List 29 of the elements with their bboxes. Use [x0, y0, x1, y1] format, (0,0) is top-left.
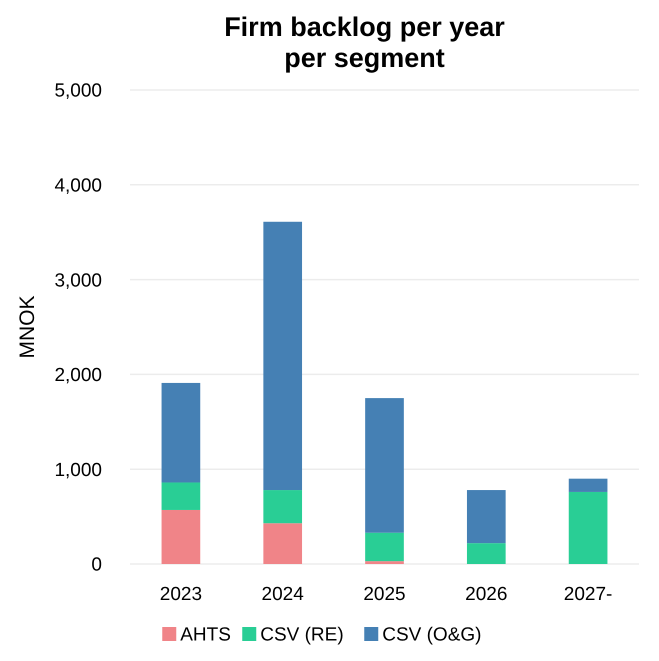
bar — [466, 490, 506, 544]
bar — [162, 482, 200, 510]
bar — [365, 532, 404, 562]
legend-label: CSV (RE) — [260, 624, 344, 646]
x-tick-label: 2026 — [465, 584, 508, 605]
bar — [568, 492, 608, 564]
bar — [263, 490, 302, 524]
y-tick-label: 3,000 — [54, 270, 102, 292]
y-tick-label: 5,000 — [54, 80, 102, 102]
y-tick-label: 1,000 — [54, 460, 102, 481]
x-tick-label: 2023 — [160, 584, 202, 605]
bar — [365, 398, 404, 533]
legend-label: CSV (O&G) — [382, 624, 482, 646]
bar — [568, 478, 608, 492]
y-axis-title: MNOK — [16, 296, 39, 358]
chart-title: Firm backlog per year per segment — [224, 12, 506, 73]
bar — [365, 561, 404, 564]
y-tick-label: 4,000 — [54, 175, 102, 196]
x-tick-label: 2024 — [262, 584, 304, 605]
legend-label: AHTS — [180, 624, 231, 646]
bar — [263, 523, 302, 564]
x-tick-label: 2025 — [363, 584, 406, 605]
bar — [162, 382, 200, 482]
y-tick-label: 0 — [91, 554, 102, 576]
bar — [466, 543, 506, 564]
bar — [162, 510, 200, 564]
y-tick-label: 2,000 — [54, 365, 102, 386]
x-tick-label: 2027- — [564, 584, 612, 605]
bar — [263, 222, 302, 490]
